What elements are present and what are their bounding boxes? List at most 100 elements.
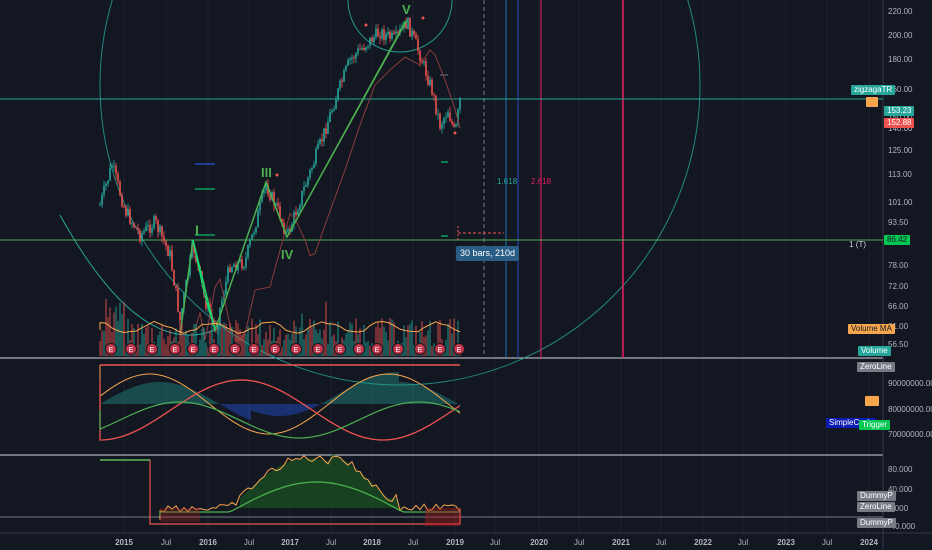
volume-bar bbox=[273, 327, 275, 356]
candle-body bbox=[249, 240, 251, 246]
cycle-bar bbox=[377, 375, 379, 404]
cycle-bar bbox=[283, 404, 285, 416]
wave-label-4[interactable]: IV bbox=[281, 247, 294, 262]
price-axis[interactable]: 220.00 200.00 180.00 160.00 150.00 140.00 125.… bbox=[888, 7, 913, 349]
cycle-bar bbox=[281, 404, 283, 416]
cycle-bar bbox=[407, 382, 409, 404]
volume-bar bbox=[439, 319, 441, 356]
earnings-marker[interactable] bbox=[105, 343, 117, 355]
volume-tag[interactable]: Volume bbox=[858, 346, 891, 356]
earnings-marker[interactable] bbox=[334, 343, 346, 355]
volume-bar bbox=[387, 340, 389, 356]
cycle-bar bbox=[393, 372, 395, 404]
cycle-bar bbox=[251, 404, 253, 411]
wave-2-line[interactable] bbox=[192, 239, 216, 331]
earnings-marker[interactable] bbox=[269, 343, 281, 355]
cycle-bar bbox=[451, 400, 453, 404]
fib-circles[interactable] bbox=[99, 0, 701, 386]
cycle-bar bbox=[153, 382, 155, 404]
earnings-marker[interactable] bbox=[312, 343, 324, 355]
earnings-marker[interactable] bbox=[353, 343, 365, 355]
earnings-marker[interactable] bbox=[248, 343, 260, 355]
candle-body bbox=[445, 117, 447, 119]
volume-bar bbox=[115, 306, 117, 356]
earnings-marker[interactable] bbox=[392, 343, 404, 355]
volume-bar bbox=[201, 328, 203, 356]
volume-bar bbox=[143, 333, 145, 356]
earnings-marker[interactable] bbox=[229, 343, 241, 355]
candle-body bbox=[149, 224, 151, 233]
simplecycle-tag[interactable]: SimpleCycle bbox=[826, 418, 877, 428]
wave-label-5[interactable]: V bbox=[402, 2, 411, 17]
price-candles[interactable] bbox=[99, 16, 461, 335]
time-axis[interactable]: 2015 Jul 2016 Jul 2017 Jul 2018 Jul 2019 Jul 2020 J… bbox=[115, 538, 878, 547]
cycle-bar bbox=[443, 396, 445, 404]
wave-label-1[interactable]: I bbox=[195, 222, 199, 238]
earnings-marker[interactable] bbox=[371, 343, 383, 355]
earnings-marker[interactable] bbox=[169, 343, 181, 355]
candle-body bbox=[417, 39, 419, 51]
fib-circle-outer[interactable] bbox=[99, 0, 701, 386]
pane2-orange-line bbox=[99, 365, 461, 435]
cycle-bar bbox=[401, 382, 403, 404]
volume-bar bbox=[223, 322, 225, 356]
volume-bar bbox=[139, 344, 141, 356]
cycle-bar bbox=[231, 404, 233, 412]
fib-circle-top[interactable] bbox=[347, 0, 453, 53]
zeroline-tag-2[interactable]: ZeroLine bbox=[857, 502, 895, 512]
earnings-marker-label: E bbox=[396, 347, 401, 354]
volume-bar bbox=[365, 342, 367, 356]
earnings-marker[interactable] bbox=[208, 343, 220, 355]
volume-bar bbox=[307, 327, 309, 356]
pane3-axis[interactable]: 80.000 40.000 0.000 -40.000 bbox=[888, 465, 916, 531]
cycle-bar bbox=[229, 404, 231, 411]
dummy-tag-2[interactable]: DummyP bbox=[857, 518, 896, 528]
candle-body bbox=[237, 261, 239, 271]
earnings-marker[interactable] bbox=[290, 343, 302, 355]
cycle-bar bbox=[433, 390, 435, 404]
cycle-bar bbox=[357, 383, 359, 404]
volume-bar bbox=[241, 334, 243, 356]
candle-body bbox=[341, 80, 343, 82]
trigger-tag[interactable]: Trigger bbox=[859, 420, 891, 430]
candle-body bbox=[419, 50, 421, 62]
candle-body bbox=[383, 29, 385, 40]
pane2-axis[interactable]: 90000000.0000 80000000.0000 70000000.0000 bbox=[888, 379, 932, 439]
candle-body bbox=[135, 227, 137, 229]
candle-body bbox=[297, 210, 299, 215]
zigzag-tag[interactable]: zigzagaTR bbox=[851, 85, 896, 95]
earnings-marker[interactable] bbox=[434, 343, 446, 355]
candle-body bbox=[177, 288, 179, 312]
volume-bar bbox=[145, 327, 147, 356]
earnings-marker[interactable] bbox=[187, 343, 199, 355]
candle-body bbox=[167, 245, 169, 257]
volume-bar bbox=[121, 314, 123, 356]
earnings-marker[interactable] bbox=[125, 343, 137, 355]
candle-body bbox=[433, 94, 435, 96]
volume-bar bbox=[211, 322, 213, 356]
cycle-bar bbox=[179, 385, 181, 404]
time-label: 2017 bbox=[281, 538, 299, 547]
volume-bar bbox=[227, 331, 229, 356]
earnings-marker[interactable] bbox=[453, 343, 465, 355]
volume-bar bbox=[251, 318, 253, 356]
candle-body bbox=[321, 139, 323, 142]
volume-bar bbox=[329, 321, 331, 356]
candle-body bbox=[339, 80, 341, 89]
wave-label-3[interactable]: III bbox=[261, 165, 272, 180]
cycle-bar bbox=[365, 379, 367, 404]
volume-ma-tag[interactable]: Volume MA bbox=[848, 324, 895, 334]
indicator-pane-2[interactable] bbox=[99, 364, 461, 441]
dummy-tag-1[interactable]: DummyP bbox=[857, 491, 896, 501]
indicator-pane-3[interactable] bbox=[0, 453, 883, 526]
cycle-bar bbox=[397, 372, 399, 404]
cycle-bar bbox=[197, 392, 199, 404]
price-tick-label: 61.00 bbox=[888, 322, 909, 331]
cycle-bar bbox=[151, 382, 153, 404]
earnings-marker-label: E bbox=[212, 347, 217, 354]
earnings-marker[interactable] bbox=[414, 343, 426, 355]
earnings-marker[interactable] bbox=[146, 343, 158, 355]
zeroline-tag[interactable]: ZeroLine bbox=[857, 362, 895, 372]
